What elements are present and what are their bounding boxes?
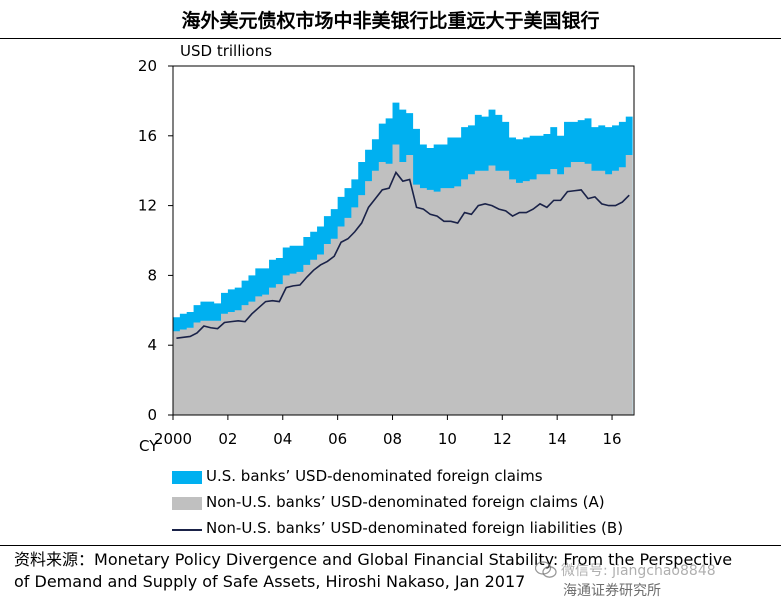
plot-areas bbox=[173, 102, 633, 416]
chart-title: 海外美元债权市场中非美银行比重远大于美国银行 bbox=[181, 10, 600, 32]
x-tick-label: 06 bbox=[328, 430, 347, 448]
watermark-wechat: 微信号: jiangchao8848 bbox=[535, 560, 716, 580]
legend-label-non-us-claims: Non-U.S. banks’ USD-denominated foreign … bbox=[206, 493, 605, 511]
y-axis-unit-label: USD trillions bbox=[180, 42, 273, 60]
watermark-wechat-text: 微信号: jiangchao8848 bbox=[561, 563, 716, 579]
x-tick-label: 04 bbox=[273, 430, 292, 448]
x-tick-label: 02 bbox=[218, 430, 237, 448]
wechat-icon bbox=[535, 561, 557, 578]
watermark-org: 海通证券研究所 bbox=[563, 583, 661, 599]
source-note: 资料来源：Monetary Policy Divergence and Glob… bbox=[14, 549, 774, 593]
source-text-1: Monetary Policy Divergence and Global Fi… bbox=[94, 550, 733, 569]
y-tick-labels: 0 4 8 12 16 20 bbox=[138, 57, 157, 424]
source-text-2: of Demand and Supply of Safe Assets, Hir… bbox=[14, 572, 526, 591]
source-line-1: 资料来源：Monetary Policy Divergence and Glob… bbox=[14, 549, 774, 571]
x-tick-label: 14 bbox=[548, 430, 567, 448]
x-tick-label: 08 bbox=[383, 430, 402, 448]
y-tick-label: 0 bbox=[147, 406, 157, 424]
line-non-us-banks-liabilities bbox=[176, 170, 630, 340]
x-tick-labels: 2000 02 04 06 08 10 12 14 16 bbox=[154, 430, 622, 448]
watermark: 微信号: jiangchao8848 海通证券研究所 bbox=[535, 560, 716, 600]
x-tick-label: 2000 bbox=[154, 430, 192, 448]
x-tick-label: 16 bbox=[603, 430, 622, 448]
y-tick-label: 4 bbox=[147, 336, 157, 354]
y-tick-label: 8 bbox=[147, 266, 157, 284]
y-tick-label: 12 bbox=[138, 197, 157, 215]
legend-swatch-non-us-liabilities bbox=[172, 529, 202, 531]
legend-swatch-non-us-claims bbox=[172, 497, 202, 510]
legend-label-non-us-liabilities: Non-U.S. banks’ USD-denominated foreign … bbox=[206, 519, 624, 537]
x-tick-label: 10 bbox=[438, 430, 457, 448]
y-tick-label: 16 bbox=[138, 127, 157, 145]
title-divider bbox=[0, 38, 781, 39]
x-tick-label: 12 bbox=[493, 430, 512, 448]
area-non-us-banks-claims bbox=[173, 144, 633, 415]
plot-frame bbox=[172, 65, 635, 416]
chart-axes bbox=[168, 65, 635, 420]
plot-lines bbox=[176, 170, 630, 340]
y-tick-label: 20 bbox=[138, 57, 157, 75]
source-prefix: 资料来源： bbox=[14, 550, 95, 569]
x-axis-prefix-label: CY bbox=[139, 437, 159, 455]
footer-divider bbox=[0, 545, 781, 546]
legend-swatch-us-banks bbox=[172, 471, 202, 484]
legend-label-us-banks: U.S. banks’ USD-denominated foreign clai… bbox=[206, 467, 543, 485]
